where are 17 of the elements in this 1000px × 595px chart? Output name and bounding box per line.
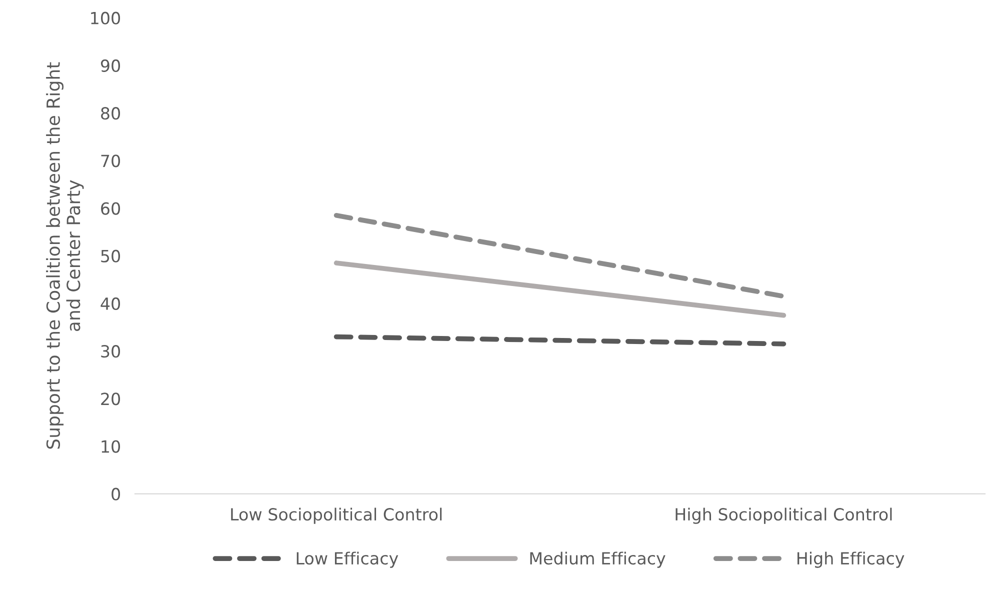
x-tick-label: Low Sociopolitical Control	[231, 508, 442, 524]
legend-label: High Efficacy	[798, 552, 904, 568]
legend-label: Low Efficacy	[296, 552, 398, 568]
y-tick-label: 90	[100, 59, 120, 72]
y-tick-label: 20	[101, 392, 120, 406]
y-tick-label: 80	[101, 107, 120, 120]
y-axis-title: Support to the Coalition between the Right and Center Party	[46, 62, 84, 449]
y-tick-label: 40	[100, 297, 120, 310]
y-tick-label: 10	[102, 440, 120, 453]
y-tick-label: 60	[101, 202, 120, 215]
y-tick-label: 50	[101, 250, 120, 262]
legend-label: Medium Efficacy	[530, 552, 666, 568]
y-tick-label: 70	[101, 154, 120, 168]
y-tick-label: 30	[101, 345, 120, 358]
y-tick-label: 100	[91, 12, 120, 24]
x-tick-label: High Sociopolitical Control	[676, 508, 892, 524]
y-tick-label: 0	[112, 488, 120, 500]
